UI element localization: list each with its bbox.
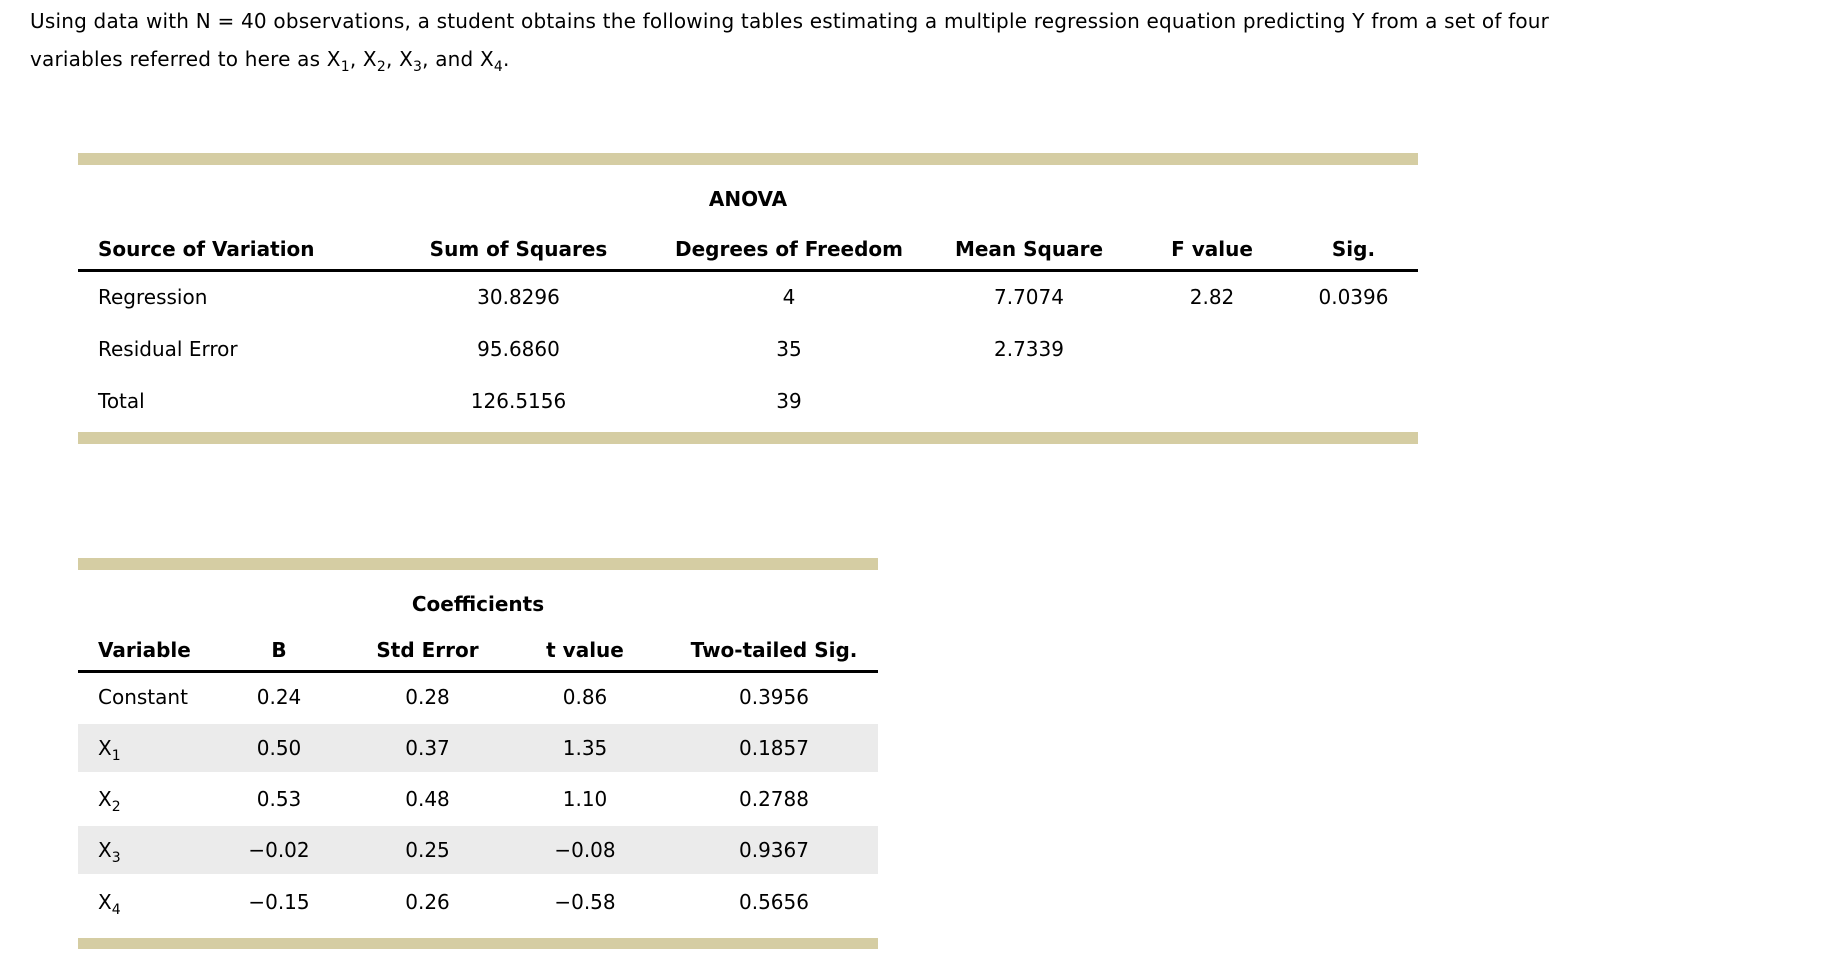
table-row-total: Total 126.5156 39 [78, 375, 1418, 427]
table-bottom-bar [78, 937, 878, 949]
table-cell-std-error: 0.25 [355, 823, 500, 877]
table-row-constant: Constant 0.24 0.28 0.86 0.3956 [78, 672, 878, 723]
intro-text: Using data with N = 40 observations, a s… [30, 2, 1840, 78]
column-header-two-tailed-sig: Two-tailed Sig. [670, 616, 878, 673]
table-cell-df: 4 [782, 285, 796, 310]
table-cell-sig: 0.1857 [670, 721, 878, 775]
table-top-bar [78, 558, 878, 570]
table-cell-std-error: 0.28 [405, 685, 450, 709]
column-header-f-value: F value [1135, 211, 1289, 272]
table-cell-sig: 0.9367 [670, 823, 878, 877]
table-top-bar [78, 153, 1418, 165]
table-cell-b: 0.53 [256, 787, 302, 811]
coefficients-header-row: Variable B Std Error t value Two-tailed … [78, 616, 878, 673]
table-row-x3: X3 −0.02 0.25 −0.08 0.9367 [78, 823, 878, 877]
table-row-x4: X4 −0.15 0.26 −0.58 0.5656 [78, 876, 878, 927]
table-cell-source: Residual Error [98, 336, 238, 361]
table-cell-std-error: 0.48 [405, 787, 450, 811]
table-cell-mean-square: 2.7339 [994, 336, 1064, 361]
table-cell-sum-of-squares: 95.6860 [477, 336, 560, 361]
column-header-sum-of-squares: Sum of Squares [382, 211, 655, 272]
anova-title: ANOVA [708, 187, 788, 211]
column-header-variable: Variable [78, 616, 203, 673]
table-cell-t-value: −0.08 [500, 823, 670, 877]
table-cell-variable: X3 [78, 823, 203, 877]
table-cell-std-error: 0.37 [355, 721, 500, 775]
table-cell-f-value [1135, 323, 1289, 375]
table-row-x1: X1 0.50 0.37 1.35 0.1857 [78, 721, 878, 775]
table-cell-df: 39 [776, 388, 802, 413]
intro-line-2: variables referred to here as X1, X2, X3… [30, 47, 510, 75]
anova-table: ANOVA Source of Variation Sum of Squares… [78, 153, 1418, 444]
table-cell-sum-of-squares: 30.8296 [477, 285, 560, 310]
table-cell-sig: 0.3956 [739, 685, 809, 709]
anova-header-row: Source of Variation Sum of Squares Degre… [78, 211, 1418, 272]
table-cell-b: −0.02 [203, 823, 355, 877]
anova-data-table: Source of Variation Sum of Squares Degre… [78, 211, 1418, 427]
coefficients-table: Coefficients Variable B Std Error t valu… [78, 558, 878, 949]
coefficients-data-table: Variable B Std Error t value Two-tailed … [78, 616, 878, 927]
table-cell-sig: 0.5656 [739, 889, 809, 914]
table-cell-variable: X1 [78, 721, 203, 775]
table-cell-df: 35 [776, 336, 802, 361]
table-cell-source: Total [98, 388, 145, 413]
table-cell-mean-square [923, 375, 1135, 427]
table-cell-b: −0.15 [248, 889, 310, 914]
table-cell-sig [1289, 375, 1418, 427]
table-cell-variable: X2 [98, 787, 121, 815]
column-header-degrees-of-freedom: Degrees of Freedom [655, 211, 923, 272]
table-cell-b: 0.50 [203, 721, 355, 775]
table-cell-f-value: 2.82 [1189, 285, 1235, 310]
table-cell-variable: Constant [98, 685, 188, 709]
table-row-residual-error: Residual Error 95.6860 35 2.7339 [78, 323, 1418, 375]
table-cell-mean-square: 7.7074 [994, 285, 1064, 310]
table-cell-t-value: 1.10 [562, 787, 608, 811]
table-cell-std-error: 0.26 [405, 889, 450, 914]
column-header-std-error: Std Error [355, 616, 500, 673]
table-row-x2: X2 0.53 0.48 1.10 0.2788 [78, 774, 878, 825]
table-cell-t-value: 1.35 [500, 721, 670, 775]
table-row-regression: Regression 30.8296 4 7.7074 2.82 0.0396 [78, 271, 1418, 323]
table-cell-t-value: 0.86 [562, 685, 608, 709]
column-header-b: B [203, 616, 355, 673]
intro-line-1: Using data with N = 40 observations, a s… [30, 9, 1550, 33]
column-header-source: Source of Variation [78, 211, 382, 272]
coefficients-title: Coefficients [411, 592, 545, 616]
table-cell-f-value [1135, 375, 1289, 427]
table-bottom-bar [78, 431, 1418, 444]
table-cell-t-value: −0.58 [554, 889, 616, 914]
table-cell-sum-of-squares: 126.5156 [470, 388, 567, 413]
table-cell-variable: X4 [98, 889, 121, 918]
column-header-t-value: t value [500, 616, 670, 673]
table-cell-b: 0.24 [256, 685, 302, 709]
table-cell-source: Regression [98, 285, 208, 310]
table-cell-sig [1289, 323, 1418, 375]
table-cell-sig: 0.0396 [1318, 285, 1389, 310]
table-cell-sig: 0.2788 [739, 787, 809, 811]
column-header-sig: Sig. [1289, 211, 1418, 272]
column-header-mean-square: Mean Square [923, 211, 1135, 272]
